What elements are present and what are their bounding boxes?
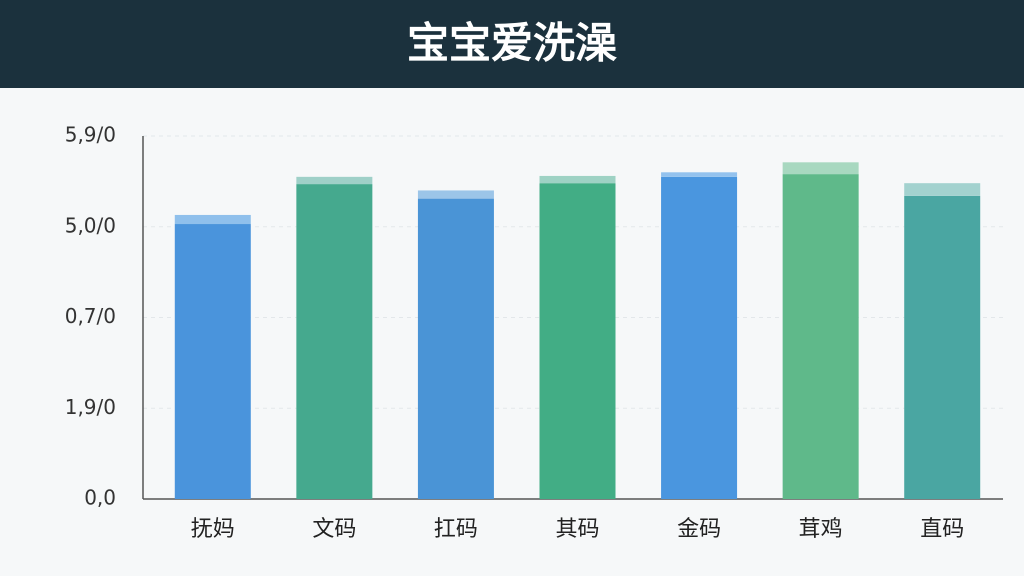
bar-segment <box>661 176 738 499</box>
y-tick-label: 0,7/0 <box>65 304 116 328</box>
x-tick-label: 金码 <box>677 517 721 542</box>
x-tick-label: 茸鸡 <box>799 517 843 542</box>
x-tick-label: 扛码 <box>434 517 478 542</box>
bar-segment <box>174 214 251 225</box>
bar-segment <box>539 175 616 184</box>
bar-segment <box>782 162 859 175</box>
bar-segment <box>904 183 981 196</box>
bar-segment <box>174 224 251 499</box>
bar-segment <box>661 172 738 177</box>
bar-segment <box>539 183 616 499</box>
bar-segment <box>417 198 494 499</box>
x-tick-label: 直码 <box>920 517 964 542</box>
bar-segment <box>904 195 981 499</box>
y-tick-label: 5,9/0 <box>65 123 116 147</box>
x-tick-label: 文码 <box>312 517 356 542</box>
y-tick-label: 5,0/0 <box>65 213 116 237</box>
bar-segment <box>417 190 494 199</box>
x-tick-label: 其码 <box>555 517 599 542</box>
bar-segment <box>782 174 859 500</box>
y-tick-label: 1,9/0 <box>65 395 116 419</box>
header-bar <box>0 0 1024 88</box>
x-tick-label: 抚妈 <box>191 517 235 542</box>
bar-segment <box>296 184 373 499</box>
bar-segment <box>296 176 373 185</box>
y-tick-label: 0,0 <box>84 486 116 510</box>
chart-title: 宝宝爱洗澡 <box>407 19 617 68</box>
